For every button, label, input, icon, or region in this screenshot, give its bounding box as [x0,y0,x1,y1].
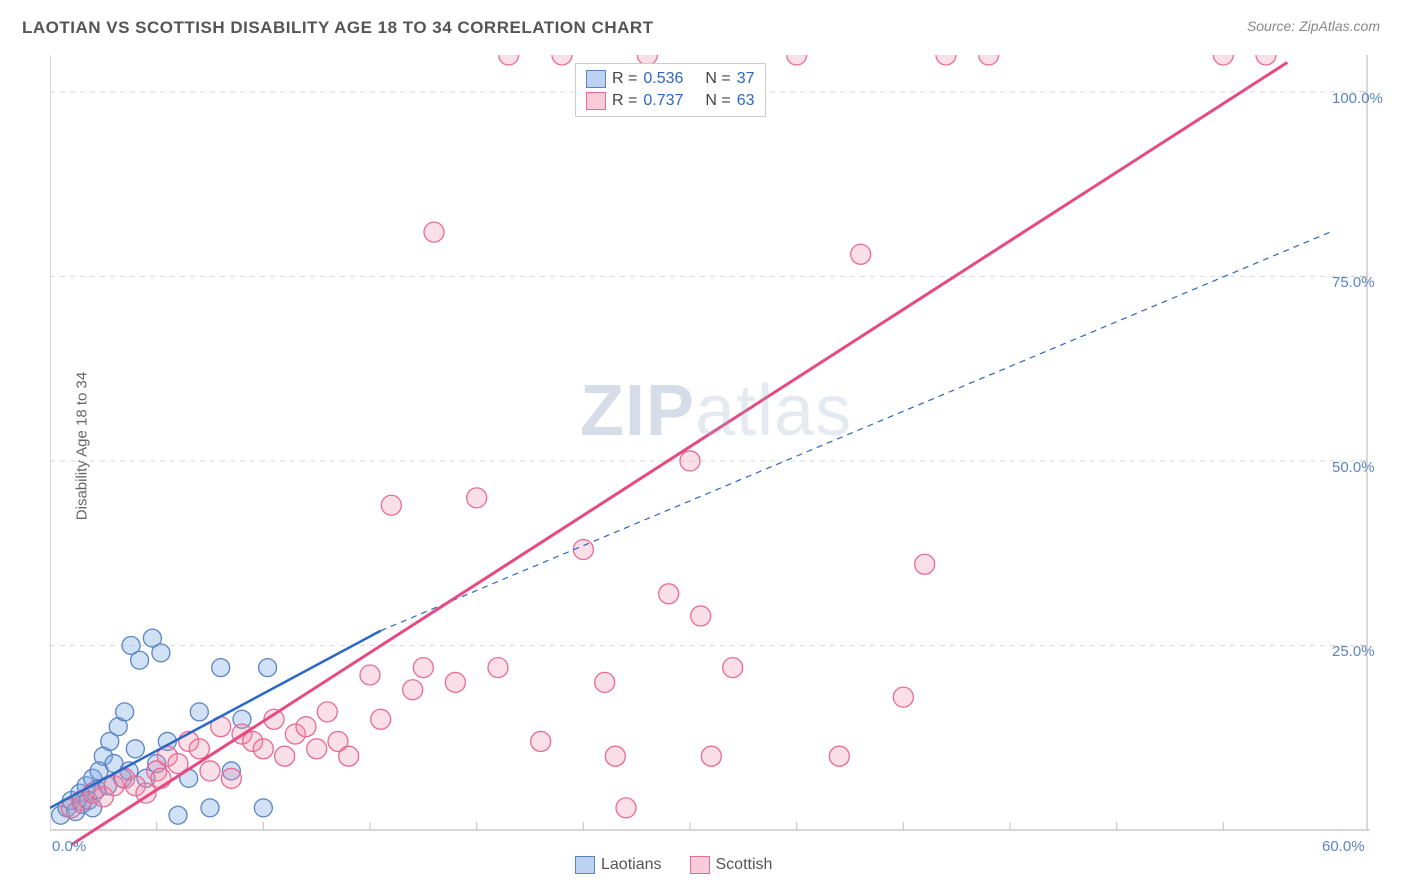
source-attribution: Source: ZipAtlas.com [1247,18,1380,34]
n-value: 63 [737,92,755,110]
correlation-legend: R = 0.536 N = 37 R = 0.737 N = 63 [575,63,766,117]
r-value: 0.737 [643,92,683,110]
legend-label: Laotians [601,856,662,874]
legend-label: Scottish [716,856,773,874]
tick-label: 25.0% [1332,643,1375,660]
tick-label: 75.0% [1332,274,1375,291]
n-label: N = [705,70,730,88]
n-value: 37 [737,70,755,88]
series-legend: Laotians Scottish [575,856,772,874]
tick-label: 100.0% [1332,90,1383,107]
legend-item: Scottish [690,856,773,874]
legend-swatch [586,70,606,88]
tick-label: 60.0% [1322,838,1365,855]
stat-legend-row: R = 0.536 N = 37 [586,68,755,90]
chart-title: LAOTIAN VS SCOTTISH DISABILITY AGE 18 TO… [22,18,654,38]
legend-swatch [690,856,710,874]
stat-legend-row: R = 0.737 N = 63 [586,90,755,112]
scatter-plot [50,55,1390,855]
r-label: R = [612,70,637,88]
chart-container: LAOTIAN VS SCOTTISH DISABILITY AGE 18 TO… [0,0,1406,892]
r-label: R = [612,92,637,110]
tick-label: 0.0% [52,838,86,855]
legend-item: Laotians [575,856,662,874]
legend-swatch [586,92,606,110]
tick-label: 50.0% [1332,459,1375,476]
r-value: 0.536 [643,70,683,88]
n-label: N = [705,92,730,110]
legend-swatch [575,856,595,874]
